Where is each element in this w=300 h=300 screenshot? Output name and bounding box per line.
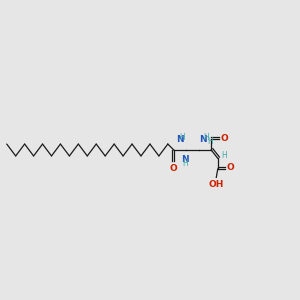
- Text: OH: OH: [208, 180, 224, 189]
- Text: O: O: [227, 163, 234, 172]
- Text: H: H: [207, 136, 213, 146]
- Text: N: N: [181, 155, 189, 164]
- Text: H: H: [203, 133, 209, 142]
- Text: N: N: [199, 135, 207, 144]
- Text: H: H: [221, 152, 227, 160]
- Text: O: O: [169, 164, 177, 173]
- Text: H: H: [180, 133, 185, 142]
- Text: O: O: [220, 134, 228, 142]
- Text: H: H: [182, 159, 188, 168]
- Text: N: N: [176, 135, 184, 144]
